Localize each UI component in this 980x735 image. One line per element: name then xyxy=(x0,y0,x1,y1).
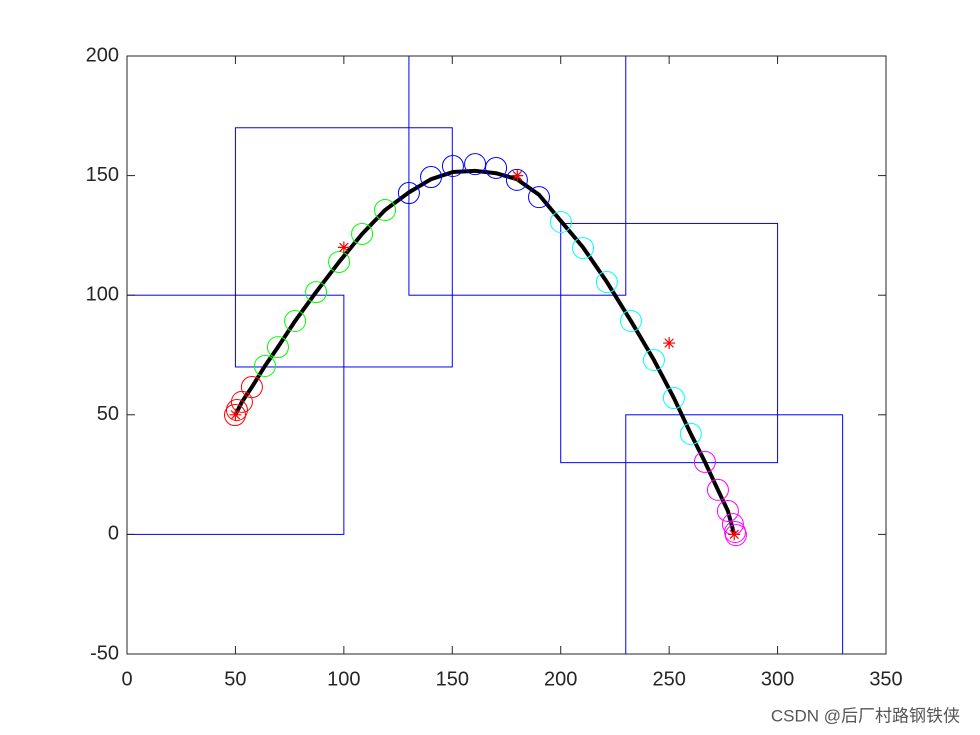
x-tick-label: 150 xyxy=(436,668,469,690)
circle-marker xyxy=(441,155,464,178)
circle-marker xyxy=(642,349,665,372)
circle-marker xyxy=(572,237,595,260)
star-marker xyxy=(229,408,242,421)
circle-marker xyxy=(397,182,420,205)
x-tick-label: 300 xyxy=(761,668,794,690)
circle-marker xyxy=(225,399,248,422)
circle-marker xyxy=(464,153,487,176)
circle-marker xyxy=(549,211,572,234)
y-tick-label: 0 xyxy=(108,523,119,545)
circle-marker xyxy=(716,499,739,522)
region-box xyxy=(560,222,779,464)
circle-marker xyxy=(266,336,289,359)
watermark: CSDN @后厂村路钢铁侠 xyxy=(771,706,960,725)
circle-marker xyxy=(485,156,508,179)
x-tick-label: 250 xyxy=(652,668,685,690)
y-tick-label: 50 xyxy=(97,403,119,425)
circle-marker xyxy=(679,422,702,445)
x-tick-label: 100 xyxy=(327,668,360,690)
plot-area xyxy=(127,56,886,654)
circle-marker xyxy=(724,524,747,547)
trajectory-line xyxy=(233,168,737,535)
circle-marker xyxy=(693,450,716,473)
region-box xyxy=(234,127,453,368)
circle-marker xyxy=(662,387,685,410)
circle-marker xyxy=(595,271,618,294)
circle-marker xyxy=(505,168,528,191)
axes-box xyxy=(126,55,887,655)
circle-marker xyxy=(284,310,307,333)
circle-marker xyxy=(374,199,397,222)
y-tick-label: 150 xyxy=(86,164,119,186)
circle-marker xyxy=(420,166,443,189)
x-tick-label: 350 xyxy=(869,668,902,690)
y-tick-label: 200 xyxy=(86,44,119,66)
circle-marker xyxy=(223,404,246,427)
circle-marker xyxy=(706,478,729,501)
circle-marker xyxy=(528,186,551,209)
y-tick-label: -50 xyxy=(90,642,119,664)
circle-marker xyxy=(240,376,263,399)
x-tick-label: 200 xyxy=(544,668,577,690)
circle-marker xyxy=(305,281,328,304)
y-tick-label: 100 xyxy=(86,283,119,305)
circle-marker xyxy=(619,310,642,333)
star-marker xyxy=(511,169,524,182)
x-tick-label: 50 xyxy=(224,668,246,690)
circle-marker xyxy=(351,222,374,245)
star-marker xyxy=(728,528,741,541)
circle-marker xyxy=(328,250,351,273)
circle-marker xyxy=(253,355,276,378)
star-marker xyxy=(337,241,350,254)
x-tick-label: 0 xyxy=(121,668,132,690)
star-marker xyxy=(663,337,676,350)
